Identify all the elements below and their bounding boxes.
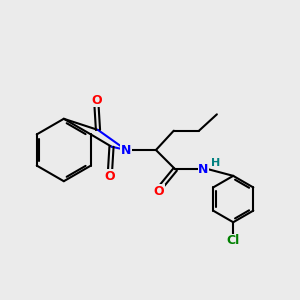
Text: O: O [154,184,164,197]
Text: H: H [211,158,220,168]
Text: O: O [91,94,102,107]
Text: Cl: Cl [226,234,240,247]
Text: N: N [121,143,131,157]
Text: N: N [198,163,209,176]
Text: O: O [105,170,115,183]
